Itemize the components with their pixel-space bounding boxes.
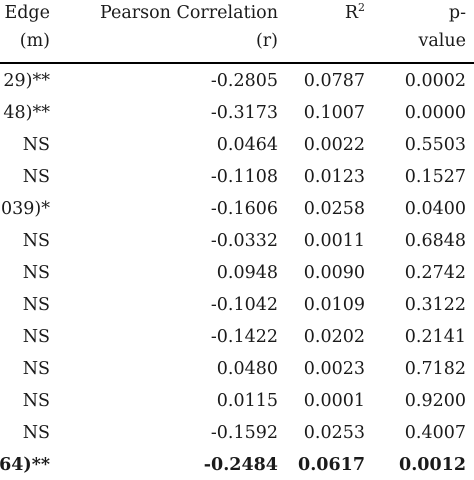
cell-p-value: 0.1527 xyxy=(404,167,466,187)
cell-edge: NS xyxy=(22,231,50,251)
cell-pearson-r: -0.0332 xyxy=(210,231,278,251)
cell-p-value: 0.2141 xyxy=(404,327,466,347)
cell-p-value: 0.0400 xyxy=(404,199,466,219)
cell-pearson-r: -0.1108 xyxy=(210,167,278,187)
table-row: NS -0.1422 0.0202 0.2141 xyxy=(0,320,474,352)
cell-p-value: 0.0012 xyxy=(399,455,466,475)
cell-r-squared: 0.1007 xyxy=(303,103,365,123)
cell-edge: NS xyxy=(22,423,50,443)
cell-p-value: 0.2742 xyxy=(404,263,466,283)
header-divider xyxy=(0,62,474,64)
table-row: NS 0.0464 0.0022 0.5503 xyxy=(0,128,474,160)
cell-pearson-r: -0.1042 xyxy=(210,295,278,315)
cell-edge: NS xyxy=(22,327,50,347)
cell-r-squared: 0.0011 xyxy=(303,231,365,251)
cell-edge: NS xyxy=(22,359,50,379)
table-row: NS 0.0480 0.0023 0.7182 xyxy=(0,352,474,384)
table-row: 29)** -0.2805 0.0787 0.0002 xyxy=(0,64,474,96)
cell-p-value: 0.7182 xyxy=(404,359,466,379)
cell-r-squared: 0.0202 xyxy=(303,327,365,347)
cell-pearson-r: 0.0115 xyxy=(216,391,278,411)
cell-p-value: 0.4007 xyxy=(404,423,466,443)
table-row: 48)** -0.3173 0.1007 0.0000 xyxy=(0,96,474,128)
header-r-squared-sup: 2 xyxy=(358,1,365,14)
cell-r-squared: 0.0123 xyxy=(303,167,365,187)
cell-edge: 48)** xyxy=(3,103,50,123)
cell-edge: 039)* xyxy=(1,199,50,219)
cell-pearson-r: -0.1606 xyxy=(210,199,278,219)
cell-edge: NS xyxy=(22,263,50,283)
table-row: NS -0.1108 0.0123 0.1527 xyxy=(0,160,474,192)
cell-r-squared: 0.0617 xyxy=(298,455,365,475)
header-edge-line1: Edge xyxy=(4,3,50,23)
cell-r-squared: 0.0090 xyxy=(303,263,365,283)
cell-r-squared: 0.0001 xyxy=(303,391,365,411)
cell-p-value: 0.5503 xyxy=(404,135,466,155)
table-body: 29)** -0.2805 0.0787 0.0002 48)** -0.3173 0.10… xyxy=(0,64,474,480)
cell-pearson-r: -0.3173 xyxy=(210,103,278,123)
header-r-squared-base: R xyxy=(344,3,358,23)
table-row: NS -0.1042 0.0109 0.3122 xyxy=(0,288,474,320)
cell-pearson-r: 0.0948 xyxy=(216,263,278,283)
cell-r-squared: 0.0258 xyxy=(303,199,365,219)
cell-r-squared: 0.0253 xyxy=(303,423,365,443)
table-row: NS -0.0332 0.0011 0.6848 xyxy=(0,224,474,256)
cell-edge: NS xyxy=(22,295,50,315)
header-r-squared: R2 xyxy=(345,2,365,24)
cell-pearson-r: -0.1592 xyxy=(210,423,278,443)
cell-edge: NS xyxy=(22,167,50,187)
cell-p-value: 0.6848 xyxy=(404,231,466,251)
header-pearson-line1: Pearson Correlation xyxy=(100,3,278,23)
cell-p-value: 0.0000 xyxy=(404,103,466,123)
cell-pearson-r: 0.0480 xyxy=(216,359,278,379)
table-row: 64)** -0.2484 0.0617 0.0012 xyxy=(0,448,474,480)
table-row: NS 0.0115 0.0001 0.9200 xyxy=(0,384,474,416)
cell-r-squared: 0.0023 xyxy=(303,359,365,379)
header-edge-line2: (m) xyxy=(19,31,50,51)
cell-p-value: 0.3122 xyxy=(404,295,466,315)
table-row: NS 0.0948 0.0090 0.2742 xyxy=(0,256,474,288)
cell-edge: 64)** xyxy=(0,455,50,475)
cell-r-squared: 0.0022 xyxy=(303,135,365,155)
cell-edge: NS xyxy=(22,391,50,411)
cell-r-squared: 0.0787 xyxy=(303,71,365,91)
cell-p-value: 0.9200 xyxy=(404,391,466,411)
table-row: NS -0.1592 0.0253 0.4007 xyxy=(0,416,474,448)
cell-pearson-r: -0.2805 xyxy=(210,71,278,91)
header-p-line2: value xyxy=(418,31,466,51)
header-p-line1: p- xyxy=(448,3,466,23)
table-header: Edge (m) Pearson Correlation (r) R2 p- v… xyxy=(0,0,474,62)
cell-edge: NS xyxy=(22,135,50,155)
header-pearson-line2: (r) xyxy=(255,31,278,51)
cell-p-value: 0.0002 xyxy=(404,71,466,91)
cell-pearson-r: -0.1422 xyxy=(210,327,278,347)
cell-r-squared: 0.0109 xyxy=(303,295,365,315)
cell-pearson-r: 0.0464 xyxy=(216,135,278,155)
table-row: 039)* -0.1606 0.0258 0.0400 xyxy=(0,192,474,224)
cell-pearson-r: -0.2484 xyxy=(203,455,278,475)
cell-edge: 29)** xyxy=(3,71,50,91)
